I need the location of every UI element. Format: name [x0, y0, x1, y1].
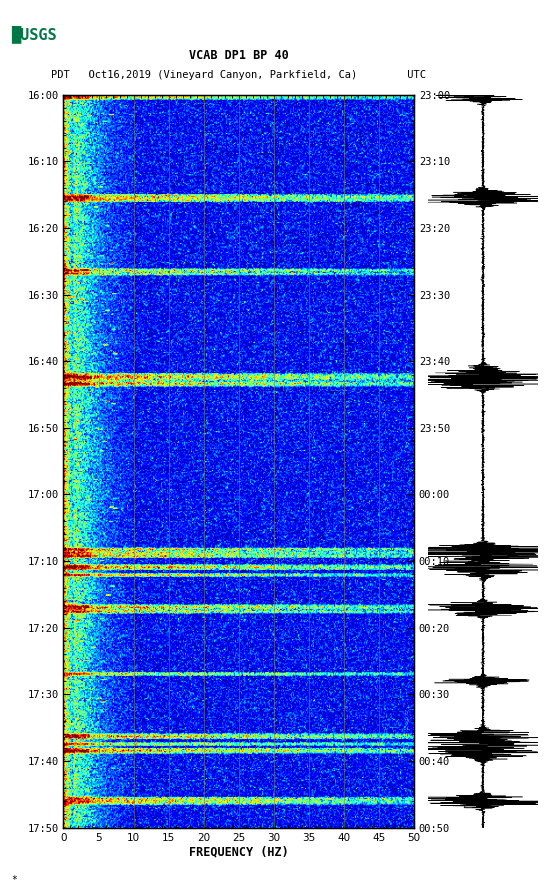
Text: █USGS: █USGS — [11, 25, 57, 43]
Text: PDT   Oct16,2019 (Vineyard Canyon, Parkfield, Ca)        UTC: PDT Oct16,2019 (Vineyard Canyon, Parkfie… — [51, 70, 426, 80]
X-axis label: FREQUENCY (HZ): FREQUENCY (HZ) — [189, 846, 289, 858]
Text: VCAB DP1 BP 40: VCAB DP1 BP 40 — [189, 49, 289, 62]
Text: *: * — [11, 875, 17, 885]
